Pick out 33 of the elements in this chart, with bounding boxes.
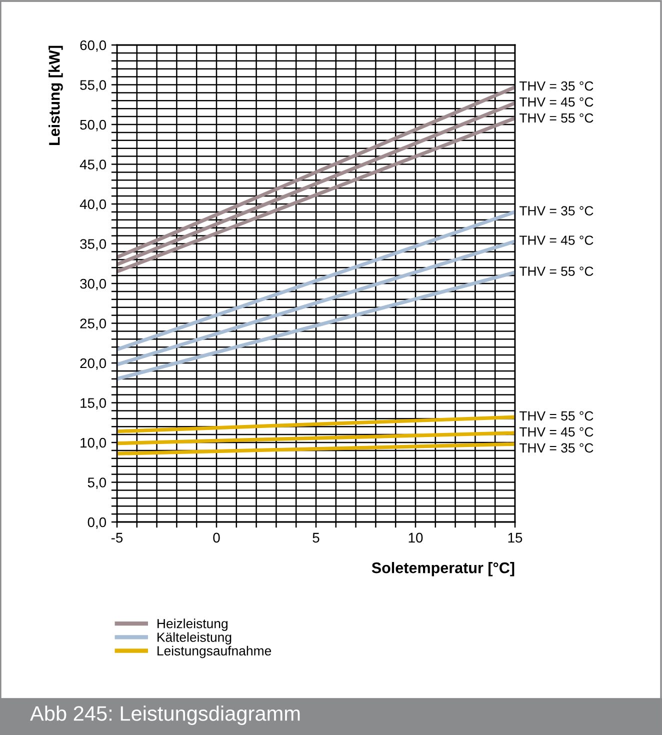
- text: THV = 35 °C: [519, 81, 594, 91]
- x-tick-label: -5: [111, 532, 123, 543]
- x-tick-label: 15: [508, 532, 522, 543]
- x-tick-label: 0: [213, 532, 220, 543]
- text: THV = 55 °C: [519, 266, 594, 276]
- y-tick-label: 5,0: [88, 478, 106, 490]
- text: THV = 55 °C: [519, 411, 594, 421]
- y-tick-label: 50,0: [80, 120, 106, 132]
- y-tick-label: 60,0: [80, 40, 106, 52]
- y-axis-title: Leistung [kW]: [48, 46, 63, 145]
- y-tick-label: 0,0: [88, 517, 106, 529]
- legend-label: Heizleistung: [158, 618, 228, 631]
- text: THV = 35 °C: [519, 443, 594, 453]
- y-tick-label: 45,0: [80, 160, 106, 172]
- text: THV = 45 °C: [519, 236, 594, 245]
- text: THV = 55 °C: [519, 113, 594, 123]
- y-tick-label: 40,0: [80, 199, 106, 211]
- y-tick-label: 25,0: [80, 318, 106, 330]
- legend-label: Kälteleistung: [158, 632, 232, 645]
- text: THV = 35 °C: [519, 206, 594, 216]
- legend-label: Leistungsaufnahme: [158, 646, 272, 658]
- y-tick-label: 20,0: [80, 358, 106, 370]
- text: THV = 45 °C: [519, 427, 594, 437]
- text: THV = 45 °C: [519, 97, 594, 107]
- y-tick-label: 55,0: [80, 80, 106, 92]
- y-tick-label: 35,0: [80, 239, 106, 251]
- x-tick-label: 10: [408, 532, 423, 543]
- caption: Abb 245: Leistungsdiagramm: [30, 706, 300, 725]
- x-tick-label: 5: [312, 532, 320, 543]
- y-tick-label: 10,0: [80, 438, 106, 450]
- x-axis-title: Soletemperatur [°C]: [372, 562, 514, 576]
- y-tick-label: 15,0: [80, 398, 106, 410]
- y-tick-label: 30,0: [80, 278, 106, 290]
